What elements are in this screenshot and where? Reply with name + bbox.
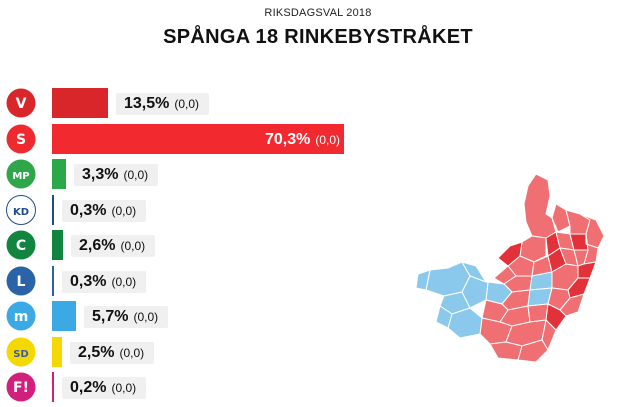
party-logo-text: V [16,96,27,112]
party-row-m: m 5,7% (0,0) [0,301,420,331]
value-percent: 13,5% [124,95,170,112]
map-area [461,275,489,309]
c-clover-logo-icon: C [6,230,36,260]
map-area [523,173,557,239]
election-supertitle: RIKSDAGSVAL 2018 [264,7,372,19]
party-row-sd: SD 2,5% (0,0) [0,337,420,367]
value-percent: 3,3% [82,166,119,183]
party-row-mp: MP 3,3% (0,0) [0,159,420,189]
sd-flower-logo-icon: SD [6,337,36,367]
value-change: (0,0) [111,275,137,289]
value-label-s: 70,3% (0,0) [257,129,340,151]
value-label-l: 0,3% (0,0) [62,271,147,293]
party-logo-text: SD [13,349,29,360]
value-percent: 2,6% [79,237,116,254]
party-logo-text: MP [12,171,29,182]
map-area [415,269,431,291]
bar-fi [52,372,54,402]
district-title: SPÅNGA 18 RINKEBYSTRÅKET [163,26,473,48]
value-change: (0,0) [174,97,200,111]
value-change: (0,0) [133,310,159,324]
value-percent: 0,3% [70,202,107,219]
bar-mp [52,159,66,189]
value-percent: 2,5% [78,344,115,361]
map-area [497,241,523,267]
map-area [545,303,567,331]
value-percent: 70,3% [265,131,311,148]
value-percent: 5,7% [92,308,129,325]
bar-c [52,230,63,260]
party-row-fi: F! 0,2% (0,0) [0,372,420,402]
bar-s [52,124,344,154]
s-rose-logo-icon: S [6,124,36,154]
l-logo-icon: L [6,266,36,296]
bar-sd [52,337,62,367]
map-area [565,209,591,235]
value-label-kd: 0,3% (0,0) [62,200,147,222]
map-area [489,341,523,361]
kd-logo-icon: KD [6,195,36,225]
map-area [435,305,453,329]
party-logo-text: KD [13,207,29,218]
party-logo-text: m [14,309,29,325]
value-change: (0,0) [119,346,145,360]
party-logo-text: S [16,132,26,148]
party-row-kd: KD 0,3% (0,0) [0,195,420,225]
bar-l [52,266,54,296]
map-area [551,203,571,233]
value-label-fi: 0,2% (0,0) [62,377,147,399]
map-area [517,339,549,363]
party-row-v: V 13,5% (0,0) [0,88,420,118]
party-logo-text: F! [13,380,29,396]
value-label-v: 13,5% (0,0) [116,93,210,115]
fi-logo-icon: F! [6,372,36,402]
party-row-l: L 0,3% (0,0) [0,266,420,296]
value-change: (0,0) [111,381,137,395]
value-percent: 0,3% [70,273,107,290]
party-logo-text: C [16,238,26,254]
v-party-logo-icon: V [6,88,36,118]
mp-sunflower-logo-icon: MP [6,159,36,189]
value-change: (0,0) [120,239,146,253]
value-label-m: 5,7% (0,0) [84,306,169,328]
party-row-c: C 2,6% (0,0) [0,230,420,260]
bar-kd [52,195,54,225]
party-logo-text: L [17,274,26,290]
value-label-sd: 2,5% (0,0) [70,342,155,364]
value-change: (0,0) [111,204,137,218]
bar-m [52,301,76,331]
value-label-mp: 3,3% (0,0) [74,164,159,186]
m-logo-icon: m [6,301,36,331]
value-percent: 0,2% [70,379,107,396]
bar-v [52,88,108,118]
value-label-c: 2,6% (0,0) [71,235,156,257]
map-area [527,303,549,323]
party-row-s: S 70,3% (0,0) [0,124,420,154]
value-change: (0,0) [315,133,341,147]
value-change: (0,0) [123,168,149,182]
